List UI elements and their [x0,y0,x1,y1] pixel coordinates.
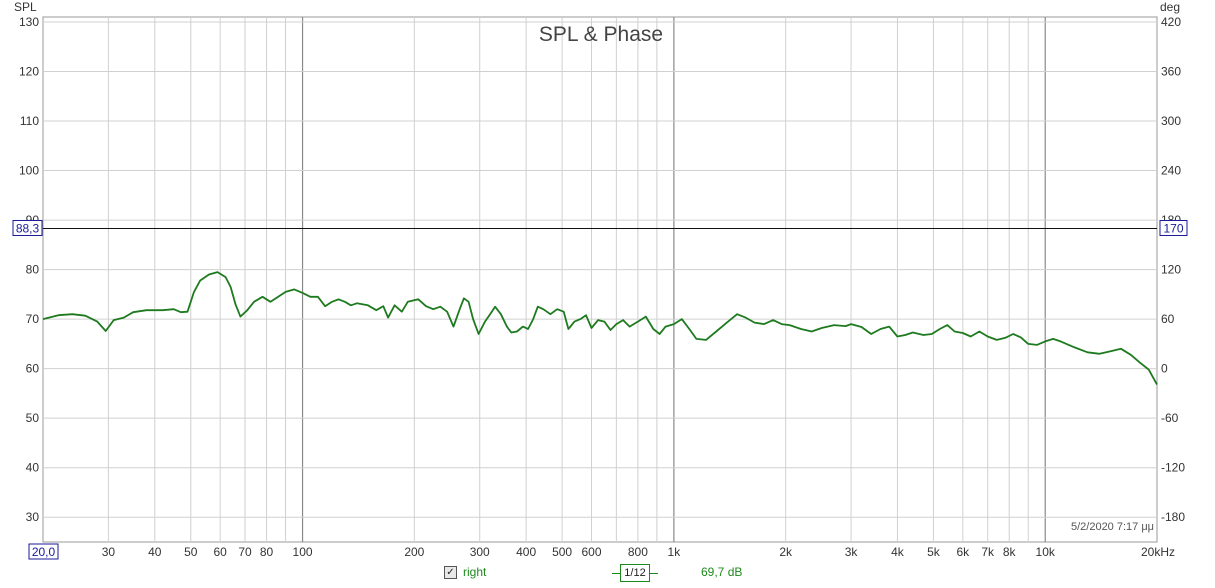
cursor-y2-label: 170 [1163,221,1183,235]
smoothing-line-right [650,573,658,574]
timestamp: 5/2/2020 7:17 μμ [1071,521,1154,533]
y2-tick-label: 300 [1161,114,1181,128]
x-tick-label: 1k [668,545,682,559]
x-tick-label: 50 [184,545,198,559]
x-tick-label: 5k [927,545,941,559]
y-axis-label: SPL [14,0,37,14]
cursor-y-box [12,219,43,236]
series-visibility-checkbox[interactable]: ✓ [444,566,457,579]
y2-tick-label: 240 [1161,164,1181,178]
x-tick-label: 300 [470,545,490,559]
y2-tick-label: -180 [1161,510,1185,524]
y-tick-label: 120 [19,64,39,78]
cursor-y-label: 88,3 [16,221,40,235]
chart-title: SPL & Phase [539,23,663,46]
x-tick-label: 400 [516,545,536,559]
y-tick-label: 130 [19,15,39,29]
x-tick-label: 80 [260,545,274,559]
y-tick-label: 70 [26,312,40,326]
y2-tick-label: 0 [1161,362,1168,376]
smoothing-line-left [612,573,620,574]
y2-axis-label: deg [1160,0,1180,14]
x-tick-label: 70 [238,545,252,559]
x-start-label: 20,0 [32,545,56,559]
x-tick-label: 3k [845,545,859,559]
x-tick-label: 2k [779,545,793,559]
cursor-y2-box [1159,219,1188,236]
x-start-box [28,543,59,560]
legend-bar: ✓ right 1/12 69,7 dB [0,562,1215,586]
y2-tick-label: 420 [1161,15,1181,29]
x-tick-label: 10k [1036,545,1056,559]
x-tick-label: 800 [628,545,648,559]
x-tick-label: 500 [552,545,572,559]
y-tick-label: 110 [20,114,39,128]
x-tick-label: 4k [891,545,905,559]
y-tick-label: 30 [26,510,40,524]
series-line-right [42,271,1158,385]
tick-labels: 30405060708090100110120130-180-120-60060… [19,15,1185,560]
smoothing-button[interactable]: 1/12 [620,564,650,582]
x-tick-label: 30 [102,545,116,559]
y-tick-label: 100 [19,164,39,178]
x-tick-label: 8k [1003,545,1017,559]
y2-tick-label: 60 [1161,312,1175,326]
x-tick-label: 20kHz [1141,545,1175,559]
x-tick-label: 100 [293,545,313,559]
y-tick-label: 60 [26,362,40,376]
y2-tick-label: 360 [1161,64,1181,78]
cursor-value-readout: 69,7 dB [701,565,743,579]
y2-tick-label: -60 [1161,411,1179,425]
x-tick-label: 6k [956,545,970,559]
y-tick-label: 40 [26,461,40,475]
x-tick-label: 40 [148,545,162,559]
cursor-layer[interactable]: 88,3 170 [12,219,1188,236]
y-tick-label: 50 [26,411,40,425]
series-layer [42,271,1158,385]
y2-tick-label: 120 [1161,263,1181,277]
y2-tick-label: -120 [1161,461,1185,475]
x-tick-label: 7k [981,545,995,559]
series-name-label: right [463,565,487,579]
plot-frame [42,16,1158,543]
x-tick-label: 60 [213,545,227,559]
x-tick-label: 200 [404,545,424,559]
x-tick-label: 600 [581,545,601,559]
y-tick-label: 80 [26,263,40,277]
grid-lines [42,16,1158,543]
